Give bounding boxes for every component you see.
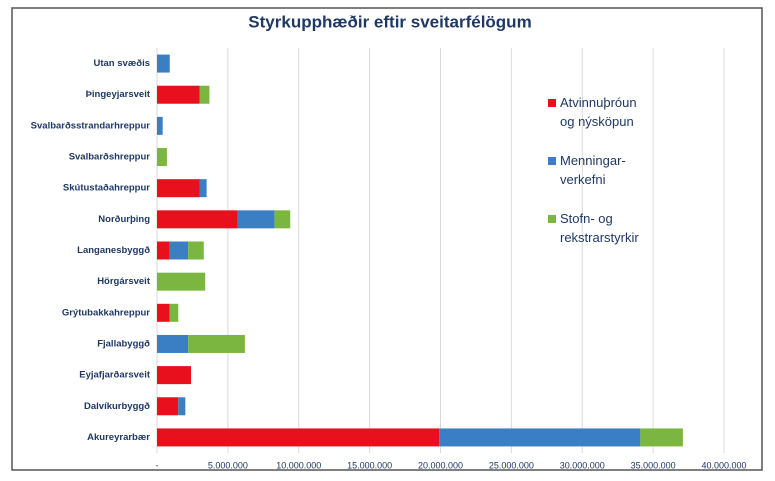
bar-segment [157,179,200,198]
bar-segment [157,303,170,322]
bar-segment [188,334,245,353]
bar-segment [169,303,179,322]
bar-segment [157,210,238,229]
legend-swatch [548,157,556,165]
legend-swatch [548,215,556,223]
bar-segment [157,54,170,73]
bar-segment [199,85,210,104]
bar-segment [157,272,206,291]
bar-segment [157,148,167,167]
y-tick-label: Svalbarðshreppur [69,152,151,163]
bar-segment [157,334,189,353]
x-tick-label: 25.000.000 [489,460,534,470]
y-tick-label: Langanesbyggð [77,245,150,256]
bar-segment [157,116,163,135]
bar-segment [157,397,179,416]
y-tick-label: Dalvíkurbyggð [84,401,150,412]
bar-segment [188,241,204,260]
y-tick-label: Fjallabyggð [97,338,150,349]
legend-label: Menningar- verkefni [560,153,626,187]
bar-segment [274,210,291,229]
y-tick-label: Skútustaðahreppur [63,183,150,194]
bar-segment [640,428,683,447]
y-tick-label: Norðurþing [98,214,150,225]
legend-label: Stofn- og rekstrarstyrkir [560,211,639,245]
y-tick-label: Akureyrarbær [87,432,150,443]
y-tick-label: Grýtubakkahreppur [62,307,150,318]
chart-border [11,7,763,471]
x-tick-label: 35.000.000 [631,460,676,470]
bar-segment [157,428,440,447]
x-tick-label: 20.000.000 [418,460,463,470]
x-tick-label: 10.000.000 [276,460,321,470]
legend-swatch [548,99,556,107]
x-tick-label: 5.000.000 [208,460,248,470]
bar-segment [157,241,170,260]
bar-segment [178,397,186,416]
y-tick-label: Hörgársveit [97,276,151,287]
legend-label: Atvinnuþróun og nýsköpun [560,95,637,129]
y-tick-label: Svalbarðsstrandarhreppur [31,120,151,131]
bar-segment [157,85,200,104]
y-tick-label: Þingeyjarsveit [86,89,151,100]
x-tick-label: 40.000.000 [701,460,746,470]
y-tick-label: Utan svæðis [94,58,151,69]
bar-segment [157,366,192,385]
x-tick-label: 15.000.000 [347,460,392,470]
bar-segment [199,179,207,198]
x-tick-label: 30.000.000 [560,460,605,470]
bar-segment [439,428,641,447]
x-tick-label: - [156,460,159,470]
bar-segment [169,241,189,260]
y-tick-label: Eyjafjarðarsveit [79,370,151,381]
bar-segment [237,210,275,229]
chart-title: Styrkupphæðir eftir sveitarfélögum [248,12,531,31]
